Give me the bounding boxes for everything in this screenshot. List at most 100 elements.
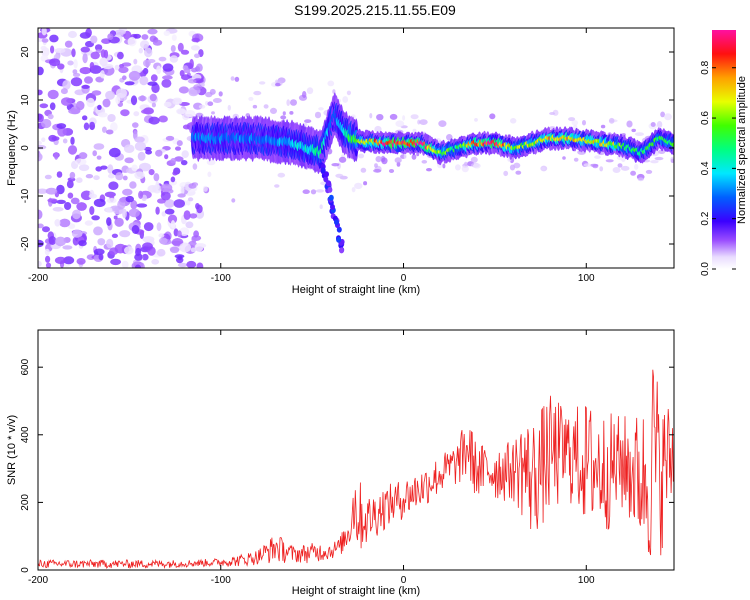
heat-noise-cell xyxy=(617,163,623,168)
heat-noise-cell xyxy=(71,229,83,238)
heat-noise-cell xyxy=(654,156,664,161)
heat-noise-cell xyxy=(660,111,665,118)
heat-noise-cell xyxy=(138,95,147,102)
heat-noise-cell xyxy=(360,167,367,173)
heat-noise-cell xyxy=(473,163,481,169)
heat-noise-cell xyxy=(207,101,214,106)
heat-noise-cell xyxy=(128,208,140,218)
heat-noise-cell xyxy=(102,126,107,133)
heat-noise-cell xyxy=(181,150,189,159)
heat-noise-cell xyxy=(138,190,144,199)
heat-noise-cell xyxy=(38,66,44,76)
heat-noise-cell xyxy=(140,40,150,49)
heat-noise-cell xyxy=(80,46,91,53)
heat-noise-cell xyxy=(62,138,68,144)
heat-noise-cell xyxy=(169,55,179,63)
heat-noise-cell xyxy=(231,198,236,203)
heat-noise-cell xyxy=(180,185,185,196)
heat-noise-cell xyxy=(47,113,54,120)
heat-noise-cell xyxy=(68,30,77,39)
colorbar: 0.0 0.2 0.4 0.6 0.8 Normalized spectral ampl… xyxy=(700,30,748,276)
heat-noise-cell xyxy=(202,185,208,192)
heat-noise-cell xyxy=(78,152,88,160)
heat-noise-cell xyxy=(163,101,172,108)
heat-noise-cell xyxy=(358,153,365,159)
heat-noise-cell xyxy=(394,157,402,164)
heat-noise-cell xyxy=(114,217,124,227)
heat-noise-cell xyxy=(175,146,181,151)
spectrogram-xlabel: Height of straight line (km) xyxy=(292,284,420,296)
heat-noise-cell xyxy=(85,28,92,38)
snr-xtick-label: 100 xyxy=(578,575,595,586)
heat-noise-cell xyxy=(209,88,216,95)
heat-noise-cell xyxy=(114,29,126,35)
heat-noise-cell xyxy=(107,164,114,174)
heat-noise-cell xyxy=(57,127,67,137)
heat-noise-cell xyxy=(162,75,173,80)
heat-noise-cell xyxy=(45,187,58,195)
heat-noise-cell xyxy=(78,164,90,172)
heat-noise-cell xyxy=(67,192,74,199)
heat-noise-cell xyxy=(172,99,183,105)
heat-noise-cell xyxy=(66,180,74,189)
heat-noise-cell xyxy=(211,111,215,115)
heat-noise-cell xyxy=(582,120,586,126)
heat-noise-cell xyxy=(583,163,592,168)
heat-noise-cell xyxy=(64,202,72,210)
heat-noise-cell xyxy=(599,166,604,172)
heat-noise-cell xyxy=(129,181,137,189)
heat-noise-cell xyxy=(119,198,127,203)
heat-noise-cell xyxy=(195,203,200,210)
heat-noise-cell xyxy=(160,191,171,201)
heat-noise-cell xyxy=(124,157,134,164)
heat-noise-cell xyxy=(147,28,158,35)
heat-noise-cell xyxy=(158,56,167,62)
heat-noise-cell xyxy=(38,89,43,96)
heat-noise-cell xyxy=(177,193,186,198)
heat-noise-cell xyxy=(234,76,240,82)
heat-noise-cell xyxy=(474,118,478,122)
heat-noise-cell xyxy=(55,236,66,247)
heat-noise-cell xyxy=(369,113,373,119)
heat-noise-cell xyxy=(124,81,135,86)
spectrogram-xtick-label: -200 xyxy=(28,273,48,284)
heat-noise-cell xyxy=(110,258,122,266)
heat-noise-cell xyxy=(78,240,87,247)
heat-noise-cell xyxy=(182,113,190,121)
heat-ridge-cell xyxy=(336,236,342,243)
heat-noise-cell xyxy=(74,158,87,166)
heat-noise-cell xyxy=(342,96,349,103)
heat-noise-cell xyxy=(167,214,178,224)
heat-noise-cell xyxy=(156,65,162,75)
heat-noise-cell xyxy=(169,246,180,253)
heat-noise-cell xyxy=(426,168,432,172)
heat-noise-cell xyxy=(60,88,68,95)
snr-ylabel: SNR (10 * v/v) xyxy=(6,415,18,485)
heat-noise-cell xyxy=(118,66,129,74)
heat-noise-cell xyxy=(100,49,106,58)
heat-noise-cell xyxy=(274,184,280,188)
heat-noise-cell xyxy=(155,206,160,215)
heat-noise-cell xyxy=(41,28,47,36)
heat-noise-cell xyxy=(139,76,149,86)
heat-noise-cell xyxy=(49,102,56,111)
heat-noise-cell xyxy=(193,84,203,91)
heat-noise-cell xyxy=(411,154,417,160)
heat-noise-cell xyxy=(59,218,71,228)
heat-noise-cell xyxy=(207,171,212,178)
heat-ridge-cell xyxy=(320,167,326,174)
heat-noise-cell xyxy=(290,99,297,106)
heat-noise-cell xyxy=(134,136,145,143)
heat-noise-cell xyxy=(133,111,140,117)
heat-noise-cell xyxy=(107,114,116,122)
heat-noise-cell xyxy=(54,219,61,227)
heat-noise-cell xyxy=(108,147,121,158)
heat-noise-cell xyxy=(122,75,127,80)
heat-noise-cell xyxy=(106,217,112,226)
heat-noise-cell xyxy=(80,190,93,201)
heat-noise-cell xyxy=(510,118,517,124)
heat-noise-cell xyxy=(230,76,235,81)
heat-noise-cell xyxy=(122,175,128,181)
heat-noise-cell xyxy=(84,76,93,84)
